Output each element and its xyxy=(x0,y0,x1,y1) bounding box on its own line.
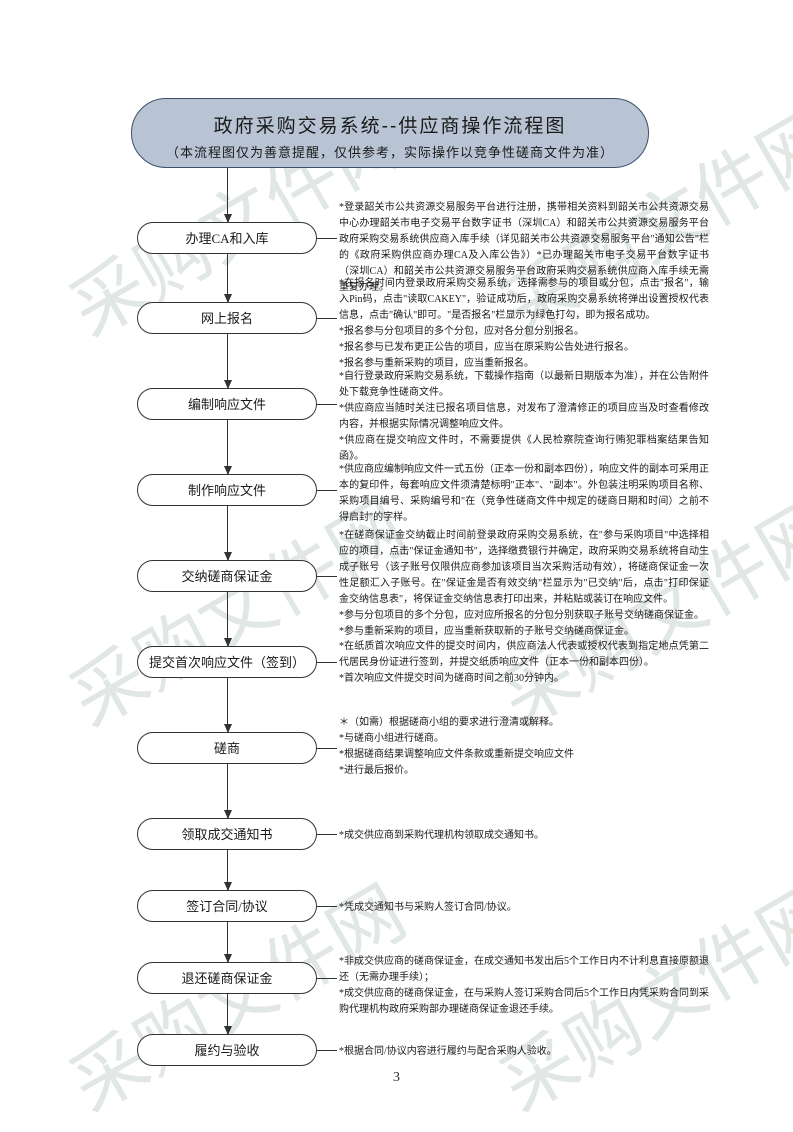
step-s9: 签订合同/协议 xyxy=(137,890,317,922)
flow-arrow xyxy=(227,764,228,818)
connector-line xyxy=(317,748,337,749)
connector-line xyxy=(317,318,337,319)
flow-arrow xyxy=(227,254,228,302)
connector-line xyxy=(317,404,337,405)
connector-line xyxy=(317,238,337,239)
flow-arrow xyxy=(227,592,228,646)
connector-line xyxy=(317,662,337,663)
connector-line xyxy=(317,906,337,907)
step-description: *在纸质首次响应文件的提交时间内，供应商法人代表或授权代表到指定地点凭第二代居民… xyxy=(339,639,709,687)
step-s4: 制作响应文件 xyxy=(137,474,317,506)
step-s2: 网上报名 xyxy=(137,302,317,334)
step-s6: 提交首次响应文件（签到） xyxy=(137,646,317,678)
step-s7: 磋商 xyxy=(137,732,317,764)
flow-arrow xyxy=(227,168,228,222)
step-s5: 交纳磋商保证金 xyxy=(137,560,317,592)
flow-arrow xyxy=(227,506,228,560)
flowchart-title-sub: （本流程图仅为善意提醒，仅供参考，实际操作以竞争性磋商文件为准） xyxy=(132,142,648,161)
step-s8: 领取成交通知书 xyxy=(137,818,317,850)
connector-line xyxy=(317,978,337,979)
flowchart-title-main: 政府采购交易系统--供应商操作流程图 xyxy=(132,111,648,138)
step-description: *供应商应编制响应文件一式五份（正本一份和副本四份），响应文件的副本可采用正本的… xyxy=(339,462,709,526)
connector-line xyxy=(317,490,337,491)
flow-arrow xyxy=(227,850,228,890)
connector-line xyxy=(317,834,337,835)
connector-line xyxy=(317,576,337,577)
flow-arrow xyxy=(227,678,228,732)
step-description: *根据合同/协议内容进行履约与配合采购人验收。 xyxy=(339,1044,709,1060)
step-s10: 退还磋商保证金 xyxy=(137,962,317,994)
step-s3: 编制响应文件 xyxy=(137,388,317,420)
step-description: ＊（如需）根据磋商小组的要求进行澄清或解释。*与磋商小组进行磋商。*根据磋商结果… xyxy=(339,715,709,779)
step-description: *成交供应商到采购代理机构领取成交通知书。 xyxy=(339,828,709,844)
step-description: *自行登录政府采购交易系统，下载操作指南（以最新日期版本为准），并在公告附件处下… xyxy=(339,369,709,465)
flow-arrow xyxy=(227,420,228,474)
flow-arrow xyxy=(227,334,228,388)
step-s1: 办理CA和入库 xyxy=(137,222,317,254)
flow-arrow xyxy=(227,994,228,1034)
step-description: *在磋商保证金交纳截止时间前登录政府采购交易系统，在"参与采购项目"中选择相应的… xyxy=(339,528,709,640)
page-number: 3 xyxy=(0,1070,793,1086)
step-description: *凭成交通知书与采购人签订合同/协议。 xyxy=(339,900,709,916)
step-s11: 履约与验收 xyxy=(137,1034,317,1066)
flow-arrow xyxy=(227,922,228,962)
step-description: *在报名时间内登录政府采购交易系统，选择需参与的项目或分包，点击"报名"，输入P… xyxy=(339,276,709,372)
flowchart-title-box: 政府采购交易系统--供应商操作流程图 （本流程图仅为善意提醒，仅供参考，实际操作… xyxy=(131,98,649,168)
connector-line xyxy=(317,1050,337,1051)
step-description: *非成交供应商的磋商保证金，在成交通知书发出后5个工作日内不计利息直接原额退还（… xyxy=(339,954,709,1018)
